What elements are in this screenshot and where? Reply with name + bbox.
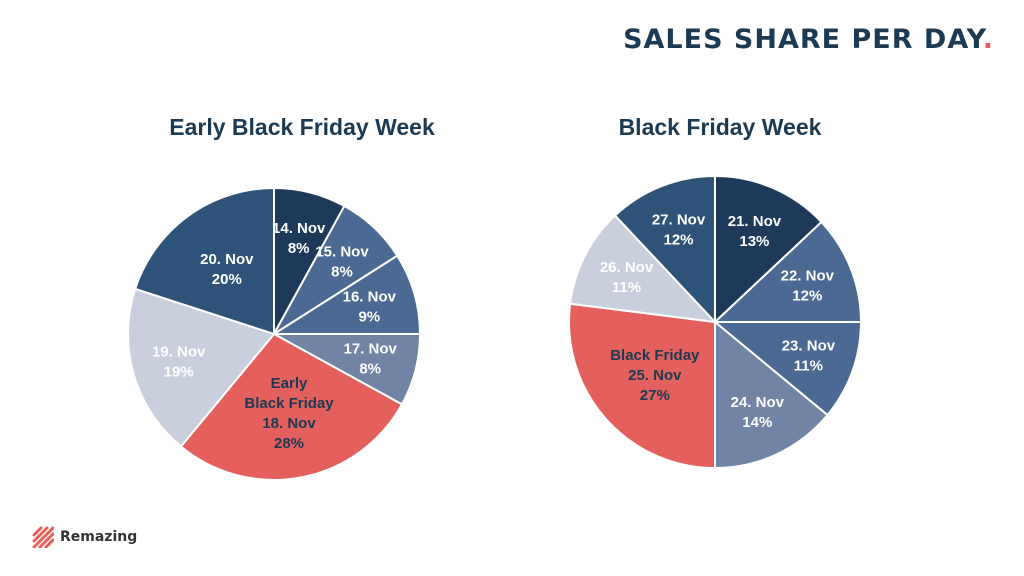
slice-label-19-nov: 19. Nov 19% <box>152 344 206 381</box>
slice-label-date: 21. Nov <box>728 213 782 230</box>
page-title-dot: . <box>982 24 994 55</box>
slice-label-date: 18. Nov <box>262 415 316 432</box>
chart-title-early-black-friday-week: Early Black Friday Week <box>169 114 435 140</box>
slice-label-23-nov: 23. Nov 11% <box>782 338 836 375</box>
slice-label-date: 26. Nov <box>600 259 654 276</box>
pie-slice-21-nov <box>714 174 823 325</box>
slice-label-date: 14. Nov <box>272 220 326 237</box>
slice-label-18-nov: Early Black Friday 18. Nov 28% <box>244 375 334 452</box>
slice-label-pct_label: 8% <box>331 264 353 281</box>
chart-title-black-friday-week: Black Friday Week <box>618 114 822 140</box>
slice-label-pct_label: 19% <box>164 364 194 381</box>
slice-label-pct_label: 8% <box>359 361 381 378</box>
remazing-logo-icon <box>32 526 54 548</box>
slice-label-pct_label: 14% <box>742 414 772 431</box>
page-title: SALES SHARE PER DAY. <box>623 24 994 55</box>
brand-name: Remazing <box>60 529 138 545</box>
slice-label-date: 16. Nov <box>343 288 397 305</box>
pie-chart-black-friday-week: 21. Nov 13% 22. Nov 12% 23. Nov 11% 24. Nov 14%… <box>568 174 863 470</box>
slice-label-21-nov: 21. Nov 13% <box>728 213 782 250</box>
pie-slice-19-nov <box>127 287 276 448</box>
slice-label-pct_label: 28% <box>274 435 304 452</box>
slice-label-17-nov: 17. Nov 8% <box>344 341 398 378</box>
pie-chart-early-black-friday-week: 14. Nov 8% 15. Nov 8% 16. Nov 9% 17. Nov 8% Earl… <box>127 186 422 481</box>
slice-label-extra: Early <box>271 375 308 392</box>
slice-label-pct_label: 20% <box>212 271 242 288</box>
slice-label-extra2: Black Friday <box>244 395 334 412</box>
slice-label-pct_label: 12% <box>663 232 693 249</box>
slice-label-date: 27. Nov <box>652 212 706 229</box>
slice-label-20-nov: 20. Nov 20% <box>200 251 254 288</box>
slice-label-date: 22. Nov <box>781 268 835 285</box>
slice-label-26-nov: 26. Nov 11% <box>600 259 654 296</box>
slice-label-date: 25. Nov <box>628 367 682 384</box>
page-title-text: SALES SHARE PER DAY <box>623 24 983 55</box>
slice-label-date: 23. Nov <box>782 338 836 355</box>
pie-slice-18-nov <box>179 332 404 481</box>
pie-slice-22-nov <box>712 220 863 323</box>
pie-slice-20-nov <box>133 186 275 336</box>
slice-label-date: 19. Nov <box>152 344 206 361</box>
slice-label-extra: Black Friday <box>610 347 700 364</box>
slice-label-date: 24. Nov <box>731 394 785 411</box>
pie-slice-16-nov <box>270 254 422 335</box>
pie-slice-25-nov <box>568 302 716 470</box>
slice-label-pct_label: 9% <box>358 308 380 325</box>
slice-label-date: 17. Nov <box>344 341 398 358</box>
slice-label-pct_label: 8% <box>288 240 310 257</box>
brand-logo: Remazing <box>32 526 137 548</box>
slice-label-22-nov: 22. Nov 12% <box>781 268 835 305</box>
pie-slice-26-nov <box>569 214 718 324</box>
pie-slice-27-nov <box>613 174 716 325</box>
pie-slice-23-nov <box>712 321 863 417</box>
slice-label-pct_label: 27% <box>640 387 670 404</box>
slice-label-pct_label: 11% <box>612 279 641 296</box>
slice-label-15-nov: 15. Nov 8% <box>315 244 369 281</box>
slice-label-27-nov: 27. Nov 12% <box>652 212 706 249</box>
pie-slice-24-nov <box>714 319 829 470</box>
slice-label-14-nov: 14. Nov 8% <box>272 220 326 257</box>
slice-label-24-nov: 24. Nov 14% <box>731 394 785 431</box>
slice-label-pct_label: 12% <box>792 288 822 305</box>
slice-label-25-nov: Black Friday 25. Nov 27% <box>610 347 700 404</box>
slice-label-date: 20. Nov <box>200 251 254 268</box>
slice-label-date: 15. Nov <box>315 244 369 261</box>
slice-label-pct_label: 13% <box>739 233 769 250</box>
slice-label-16-nov: 16. Nov 9% <box>343 288 397 325</box>
slice-label-pct_label: 11% <box>794 358 823 375</box>
